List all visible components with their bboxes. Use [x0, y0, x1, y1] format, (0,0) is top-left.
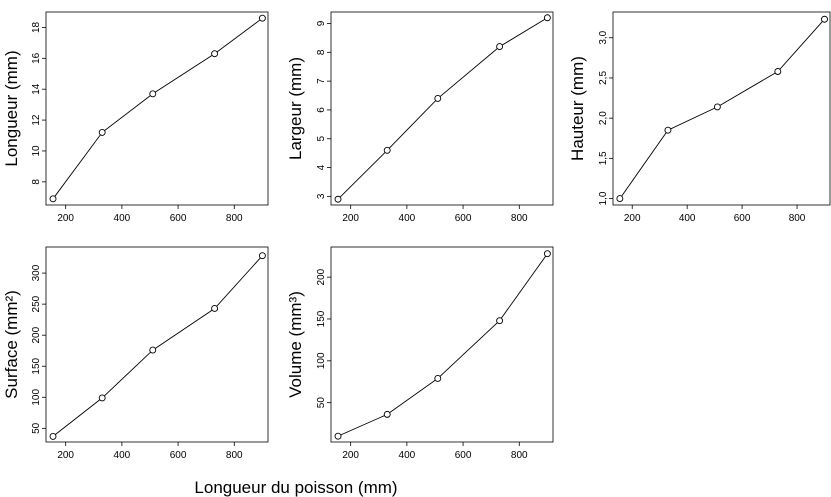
- panel-hauteur: 200 400 600 800 1,0 1,5 2,0 2,5 3,0 Hauteur (mm): [568, 11, 831, 224]
- hauteur-x-tick-label: 400: [679, 213, 696, 224]
- hauteur-y-tick-label: 3,0: [598, 30, 609, 44]
- surface-plot-frame: [45, 246, 269, 443]
- longueur-y-axis-title: Longueur (mm): [2, 50, 21, 166]
- surface-y-tick-label: 300: [31, 264, 42, 281]
- hauteur-data-point: [616, 195, 624, 203]
- x-axis-title: Longueur du poisson (mm): [194, 478, 397, 497]
- hauteur-x-tick-label: 600: [734, 213, 751, 224]
- longueur-series-line: [52, 17, 263, 200]
- longueur-y-tick-label: 14: [31, 83, 42, 95]
- largeur-series-line: [337, 17, 548, 200]
- largeur-y-tick-label: 4: [316, 164, 327, 170]
- hauteur-plot-frame: [612, 11, 831, 206]
- largeur-y-tick-label: 9: [316, 20, 327, 26]
- largeur-data-point: [383, 146, 391, 154]
- volume-plot-frame: [330, 246, 554, 443]
- surface-y-tick-label: 250: [31, 295, 42, 312]
- hauteur-y-tick-label: 2,5: [598, 71, 609, 85]
- hauteur-x-tick-label: 200: [624, 213, 641, 224]
- volume-x-tick-label: 200: [342, 450, 359, 461]
- longueur-x-tick-label: 200: [57, 213, 74, 224]
- panel-longueur: 200 400 600 800 8 10 12 14 16 18 Longueur (mm): [2, 11, 269, 224]
- volume-data-point: [383, 410, 391, 418]
- volume-x-tick-label: 600: [455, 450, 472, 461]
- surface-y-tick-label: 200: [31, 326, 42, 343]
- largeur-x-tick-label: 600: [455, 213, 472, 224]
- volume-data-point: [496, 317, 504, 325]
- volume-x-tick-label: 800: [511, 450, 528, 461]
- volume-data-point: [434, 374, 442, 382]
- longueur-plot-frame: [45, 11, 269, 206]
- surface-series-line: [52, 255, 263, 437]
- hauteur-data-point: [664, 126, 672, 134]
- surface-data-point: [211, 305, 219, 312]
- surface-x-tick-label: 600: [170, 450, 187, 461]
- longueur-y-tick-label: 10: [31, 145, 42, 157]
- hauteur-data-point: [821, 15, 828, 23]
- largeur-x-tick-label: 800: [511, 213, 528, 224]
- longueur-data-point: [98, 128, 106, 136]
- volume-y-tick-label: 50: [316, 397, 327, 409]
- longueur-y-tick-label: 16: [31, 52, 42, 64]
- volume-data-point: [543, 250, 551, 258]
- longueur-data-point: [149, 90, 157, 98]
- largeur-x-tick-label: 200: [342, 213, 359, 224]
- largeur-y-tick-label: 8: [316, 49, 327, 55]
- volume-y-axis-title: Volume (mm³): [286, 291, 305, 398]
- hauteur-y-tick-label: 1,5: [598, 151, 609, 165]
- largeur-y-tick-label: 5: [316, 136, 327, 142]
- hauteur-y-tick-label: 1,0: [598, 191, 609, 205]
- longueur-x-tick-label: 400: [114, 213, 131, 224]
- volume-y-tick-label: 200: [316, 268, 327, 285]
- hauteur-y-tick-label: 2,0: [598, 111, 609, 125]
- largeur-data-point: [334, 195, 342, 203]
- panel-largeur: 200 400 600 800 3 4 5 6 7 8 9 Largeur (mm): [286, 11, 554, 224]
- largeur-data-point: [434, 94, 442, 102]
- largeur-y-tick-label: 6: [316, 107, 327, 113]
- longueur-x-tick-label: 800: [226, 213, 243, 224]
- surface-data-point: [98, 394, 106, 402]
- volume-y-tick-label: 100: [316, 352, 327, 369]
- largeur-y-axis-title: Largeur (mm): [286, 57, 305, 160]
- longueur-data-point: [49, 195, 57, 203]
- largeur-plot-frame: [330, 11, 554, 206]
- volume-data-point: [334, 432, 342, 440]
- largeur-y-tick-label: 3: [316, 193, 327, 199]
- hauteur-data-point: [713, 103, 721, 111]
- volume-series-line: [337, 253, 548, 437]
- panel-volume: 200 400 600 800 50 100 150 200 Volume (mm³): [286, 246, 554, 461]
- surface-data-point: [149, 346, 157, 354]
- largeur-data-point: [496, 43, 504, 51]
- volume-y-tick-label: 150: [316, 310, 327, 327]
- surface-x-tick-label: 200: [57, 450, 74, 461]
- surface-x-tick-label: 800: [226, 450, 243, 461]
- surface-y-tick-label: 50: [31, 422, 42, 434]
- longueur-data-point: [211, 50, 219, 58]
- largeur-data-point: [543, 14, 551, 22]
- largeur-y-tick-label: 7: [316, 78, 327, 84]
- longueur-y-tick-label: 12: [31, 114, 42, 126]
- volume-x-tick-label: 400: [399, 450, 416, 461]
- largeur-x-tick-label: 400: [399, 213, 416, 224]
- surface-data-point: [258, 252, 266, 260]
- surface-data-point: [49, 432, 57, 440]
- surface-x-tick-label: 400: [114, 450, 131, 461]
- hauteur-series-line: [619, 18, 825, 199]
- surface-y-tick-label: 150: [31, 357, 42, 374]
- longueur-data-point: [258, 14, 266, 22]
- hauteur-y-axis-title: Hauteur (mm): [568, 56, 587, 161]
- longueur-x-tick-label: 600: [170, 213, 187, 224]
- panel-surface: 200 400 600 800 50 100 150 200 250 300 Surface (mm…: [2, 246, 269, 461]
- longueur-y-tick-label: 18: [31, 21, 42, 33]
- hauteur-x-tick-label: 800: [789, 213, 806, 224]
- hauteur-data-point: [774, 68, 782, 75]
- longueur-y-tick-label: 8: [31, 179, 42, 185]
- surface-y-tick-label: 100: [31, 389, 42, 406]
- surface-y-axis-title: Surface (mm²): [2, 290, 21, 399]
